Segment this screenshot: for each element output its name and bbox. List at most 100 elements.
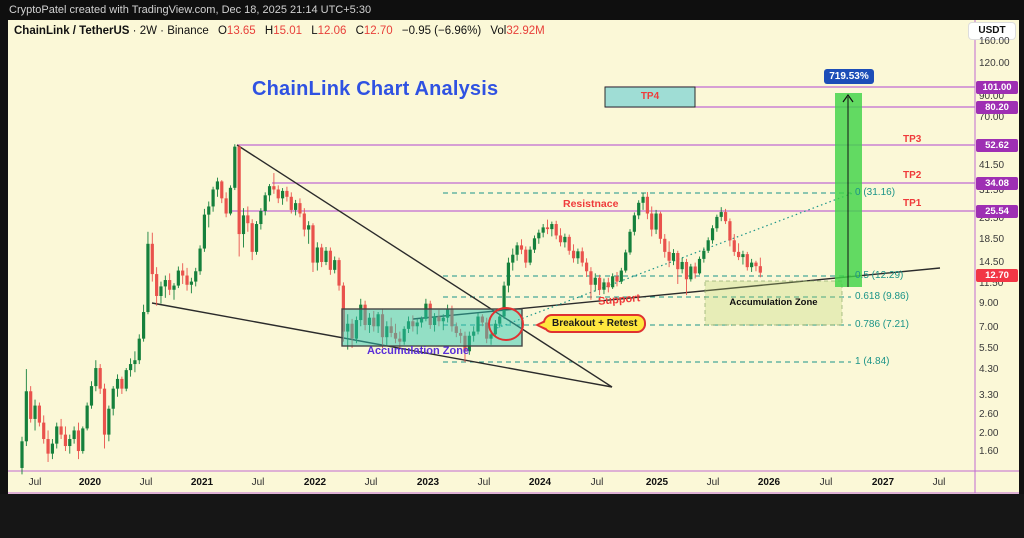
- candle-body: [506, 262, 511, 286]
- candle-body: [55, 426, 59, 444]
- resistance-label[interactable]: Resistnace: [563, 198, 619, 210]
- candle-body: [172, 285, 176, 290]
- candle-body: [593, 277, 597, 285]
- accumulation-zone-right-label[interactable]: Accumulation Zone: [729, 297, 818, 308]
- breakout-retest-callout[interactable]: Breakout + Retest: [534, 314, 647, 333]
- candle-body: [754, 262, 758, 267]
- tp1-label[interactable]: TP1: [903, 198, 922, 209]
- accumulation-zone-right[interactable]: [704, 280, 843, 326]
- candle-body: [24, 391, 28, 442]
- timeframe[interactable]: 2W: [139, 25, 157, 37]
- candle-body: [294, 203, 298, 210]
- candle-body: [194, 271, 198, 282]
- symbol-name[interactable]: ChainLink / TetherUS: [14, 25, 130, 37]
- candle-body: [697, 258, 702, 274]
- time-tick-label: 2026: [757, 477, 781, 488]
- time-tick-label: Jul: [590, 477, 604, 488]
- candle-body: [150, 243, 154, 275]
- attribution-bar: CryptoPatel created with TradingView.com…: [0, 0, 1024, 20]
- candle-body: [519, 245, 524, 250]
- candle-body: [94, 368, 98, 387]
- candle-body: [567, 236, 571, 251]
- candle-body: [263, 195, 267, 211]
- candle-body: [228, 187, 233, 214]
- candle-body: [76, 430, 81, 452]
- candle-body: [589, 271, 593, 285]
- candle-body: [289, 196, 293, 210]
- high-label: H: [264, 25, 274, 37]
- open-value: 13.65: [226, 25, 256, 37]
- candle-body: [710, 228, 715, 241]
- wedge-upper[interactable]: [236, 144, 613, 388]
- candle-body: [628, 231, 632, 253]
- time-tick-label: Jul: [819, 477, 833, 488]
- tp4-target-box[interactable]: [604, 86, 696, 108]
- time-tick-label: Jul: [251, 477, 265, 488]
- candle-body: [176, 270, 180, 286]
- candle-body: [550, 224, 554, 230]
- candle-body: [224, 198, 228, 214]
- candle-body: [33, 405, 37, 419]
- candle-body: [163, 280, 167, 287]
- time-tick-label: Jul: [28, 477, 42, 488]
- candle-body: [706, 240, 710, 251]
- candle-body: [189, 281, 193, 285]
- time-tick-label: 2023: [416, 477, 440, 488]
- candle-body: [68, 439, 72, 447]
- candle-body: [50, 443, 55, 454]
- candle-body: [202, 214, 207, 249]
- candle-body: [684, 261, 689, 280]
- candle-body: [63, 434, 68, 447]
- candle-body: [298, 203, 302, 214]
- tp2-label[interactable]: TP2: [903, 170, 922, 181]
- time-tick-label: Jul: [364, 477, 378, 488]
- fib-level-label[interactable]: 0.786 (7.21): [855, 319, 909, 330]
- candle-body: [120, 378, 124, 389]
- candle-body: [658, 213, 663, 239]
- time-tick-label: 2022: [303, 477, 327, 488]
- candle-body: [181, 270, 185, 276]
- measurement-percent-badge[interactable]: 719.53%: [824, 69, 874, 84]
- fib-level-label[interactable]: 0 (31.16): [855, 187, 896, 198]
- candle-body: [576, 251, 580, 259]
- breakout-circle[interactable]: [488, 307, 524, 341]
- candle-body: [693, 266, 697, 274]
- candle-body: [745, 254, 749, 268]
- fib-level-label[interactable]: 0.618 (9.86): [855, 291, 909, 302]
- candle-body: [185, 275, 189, 285]
- fib-level-label[interactable]: 0.5 (12.29): [855, 270, 904, 281]
- candle-body: [328, 250, 332, 270]
- low-label: L: [311, 25, 318, 37]
- tp4-label[interactable]: TP4: [640, 91, 660, 102]
- candle-body: [541, 227, 545, 233]
- candle-body: [237, 146, 241, 235]
- price-tick-label: 90.00: [979, 91, 1005, 102]
- price-tick-label: 23.50: [979, 213, 1005, 224]
- candle-body: [42, 422, 46, 440]
- currency-toggle-button[interactable]: USDT: [969, 23, 1015, 39]
- symbol-legend[interactable]: ChainLink / TetherUS · 2W · Binance O13.…: [14, 25, 545, 37]
- tp3-label[interactable]: TP3: [903, 134, 922, 145]
- candle-body: [741, 254, 745, 258]
- candle-body: [124, 370, 128, 389]
- price-tick-label: 2.00: [979, 428, 999, 439]
- candle-body: [715, 216, 719, 229]
- price-badge: 80.20: [976, 100, 1018, 114]
- candle-body: [198, 248, 202, 272]
- candle-body: [142, 312, 146, 339]
- price-tick-label: 14.50: [979, 257, 1005, 268]
- candle-body: [98, 368, 102, 389]
- candle-body: [220, 181, 224, 199]
- accumulation-zone-left[interactable]: [341, 308, 523, 347]
- price-tick-label: 9.00: [979, 298, 999, 309]
- candle-body: [267, 186, 272, 196]
- measurement-arrow-head[interactable]: [842, 93, 854, 103]
- chart-title[interactable]: ChainLink Chart Analysis: [252, 78, 499, 100]
- candle-body: [107, 408, 111, 435]
- candle-body: [137, 338, 141, 361]
- candle-body: [558, 235, 563, 243]
- fib-level-label[interactable]: 1 (4.84): [855, 356, 890, 367]
- accumulation-zone-left-label[interactable]: Accumulation Zone: [367, 345, 470, 357]
